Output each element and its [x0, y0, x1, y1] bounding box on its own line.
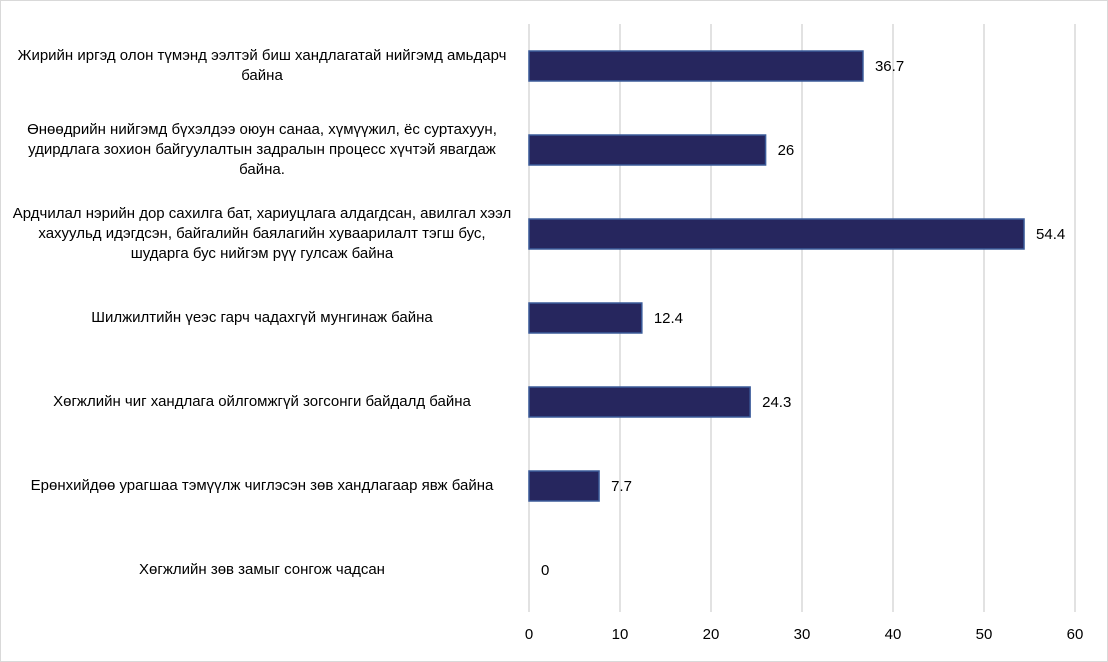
y-tick-label: Шилжилтийн үеэс гарч чадахгүй мунгинаж б…: [91, 309, 433, 326]
data-label: 26: [778, 142, 795, 159]
x-tick-label: 30: [794, 626, 811, 643]
bar: [528, 470, 600, 502]
data-label: 54.4: [1036, 226, 1065, 243]
bar: [528, 134, 767, 166]
data-label: 7.7: [611, 478, 632, 495]
x-tick-label: 0: [525, 626, 533, 643]
x-tick-label: 20: [703, 626, 720, 643]
y-tick-label: Ардчилал нэрийн дор сахилга бат, хариуцл…: [12, 205, 512, 262]
y-tick-label: Жирийн иргэд олон түмэнд ээлтэй биш ханд…: [17, 47, 507, 84]
y-tick-label: Өнөөдрийн нийгэмд бүхэлдээ оюун санаа, х…: [27, 121, 497, 178]
bar: [528, 218, 1025, 250]
x-tick-label: 50: [976, 626, 993, 643]
data-label: 0: [541, 562, 549, 579]
y-tick-label: Хөгжлийн чиг хандлага ойлгомжгүй зогсонг…: [53, 393, 471, 410]
x-tick-label: 40: [885, 626, 902, 643]
data-label: 36.7: [875, 58, 904, 75]
data-label: 24.3: [762, 394, 791, 411]
x-tick-label: 60: [1067, 626, 1084, 643]
x-tick-label: 10: [612, 626, 629, 643]
bar: [528, 302, 643, 334]
data-label: 12.4: [654, 310, 683, 327]
bar: [528, 50, 864, 82]
y-tick-label: Ерөнхийдөө урагшаа тэмүүлж чиглэсэн зөв …: [30, 477, 494, 494]
bar: [528, 386, 751, 418]
y-tick-label: Хөгжлийн зөв замыг сонгож чадсан: [139, 561, 385, 578]
